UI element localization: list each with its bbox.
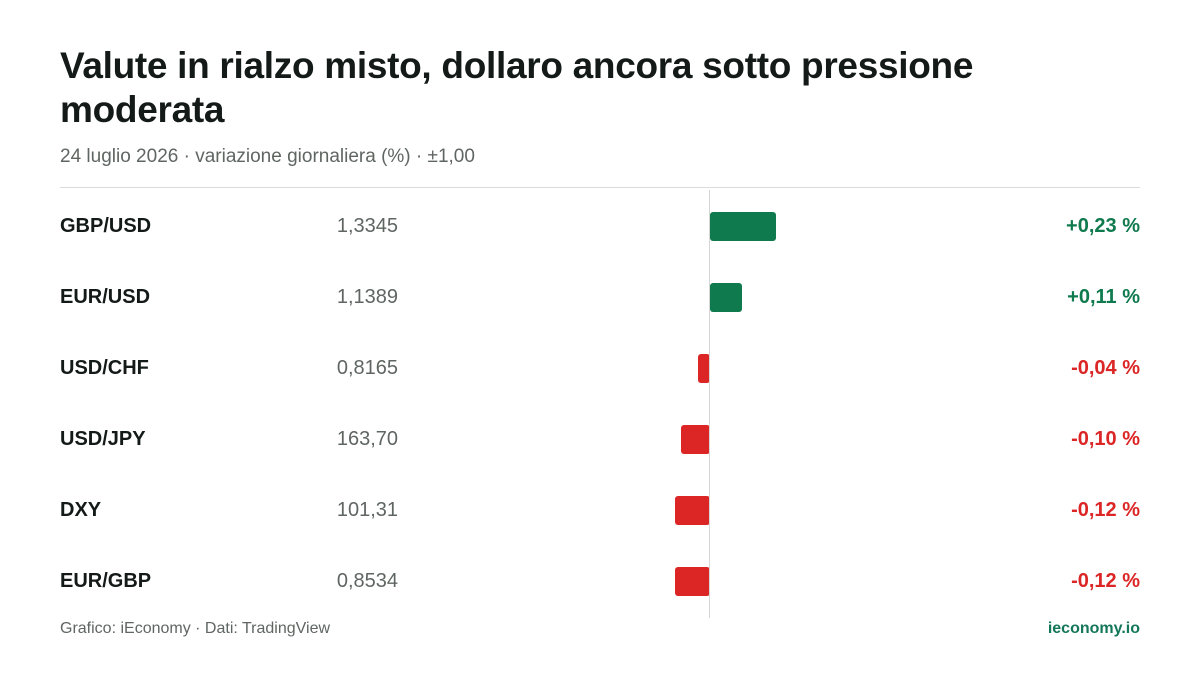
change-bar — [675, 567, 710, 596]
table-row: GBP/USD 1,3345 +0,23 % — [60, 191, 1140, 262]
price-value: 101,31 — [336, 499, 398, 521]
table-row: USD/JPY 163,70 -0,10 % — [60, 404, 1140, 475]
zero-axis-line — [709, 190, 710, 618]
change-value-label: +0,23 % — [1066, 215, 1140, 237]
currency-pair-label: USD/CHF — [60, 357, 149, 379]
table-row: USD/CHF 0,8165 -0,04 % — [60, 333, 1140, 404]
table-row: EUR/USD 1,1389 +0,11 % — [60, 262, 1140, 333]
currency-pair-label: USD/JPY — [60, 428, 146, 450]
footer-source: Grafico: iEconomy · Dati: TradingView — [60, 620, 331, 637]
change-value-label: -0,04 % — [1071, 357, 1140, 379]
change-bar — [710, 283, 742, 312]
change-value-label: -0,12 % — [1071, 499, 1140, 521]
change-bar — [710, 212, 777, 241]
change-bar — [675, 496, 710, 525]
table-row: EUR/GBP 0,8534 -0,12 % — [60, 546, 1140, 617]
table-row: DXY 101,31 -0,12 % — [60, 475, 1140, 546]
footer-brand-link[interactable]: ieconomy.io — [1047, 620, 1140, 637]
change-value-label: +0,11 % — [1067, 286, 1140, 308]
currency-pair-label: EUR/USD — [60, 286, 151, 308]
change-bar — [681, 425, 710, 454]
price-value: 1,3345 — [336, 215, 398, 237]
chart-title: Valute in rialzo misto, dollaro ancora s… — [60, 45, 974, 130]
price-value: 1,1389 — [336, 286, 398, 308]
header-divider — [60, 187, 1140, 188]
currency-pair-label: DXY — [60, 499, 102, 521]
change-bar — [698, 354, 710, 383]
price-value: 0,8165 — [336, 357, 398, 379]
price-value: 163,70 — [336, 428, 398, 450]
change-value-label: -0,10 % — [1071, 428, 1140, 450]
chart-subtitle: 24 luglio 2026 · variazione giornaliera … — [60, 146, 475, 167]
price-value: 0,8534 — [336, 570, 398, 592]
currency-pair-label: EUR/GBP — [60, 570, 152, 592]
currency-pair-label: GBP/USD — [60, 215, 152, 237]
change-value-label: -0,12 % — [1071, 570, 1140, 592]
